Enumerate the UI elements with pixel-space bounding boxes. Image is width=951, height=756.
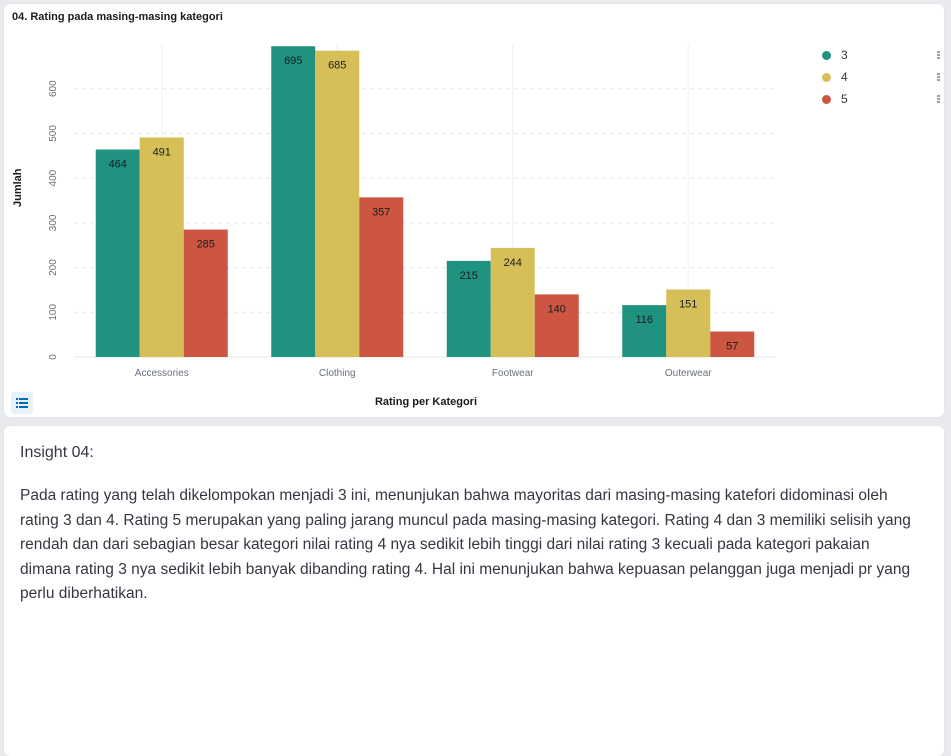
chart-panel: 04. Rating pada masing-masing kategori 0… [4,4,944,417]
x-axis-title: Rating per Kategori [374,396,478,408]
more-vertical-icon[interactable] [936,95,940,103]
bar-footwear-3 [446,260,491,357]
bar-value-label: 464 [109,159,127,171]
x-tick-label: Footwear [492,368,534,379]
y-tick-label: 600 [48,80,59,97]
bar-accessories-5 [183,229,228,357]
bar-value-label: 116 [635,314,653,326]
y-tick-label: 100 [48,304,59,321]
insight-panel: Insight 04: Pada rating yang telah dikel… [4,426,944,756]
bar-outerwear-3 [622,305,667,357]
list-icon [16,398,28,408]
bar-value-label: 244 [504,257,522,269]
bar-value-label: 57 [726,341,738,353]
y-axis-title: Jumlah [12,168,24,207]
y-tick-label: 200 [48,259,59,276]
legend-toggle-button[interactable] [11,392,33,414]
legend-item-3[interactable]: 3 [822,44,940,66]
bar-chart: 0 100 200 300 400 500 600 464 491 285 Accessories 6… [48,44,776,379]
legend-label: 3 [841,48,848,62]
bar-value-label: 215 [460,270,478,282]
more-vertical-icon[interactable] [936,73,940,81]
bar-value-label: 357 [372,206,390,218]
insight-heading: Insight 04: [20,444,94,461]
bar-value-label: 695 [284,55,302,67]
bar-value-label: 685 [328,60,346,72]
bar-outerwear-4 [666,289,711,357]
bar-clothing-3 [271,46,316,357]
chart-legend: 3 4 5 [822,44,940,110]
legend-item-5[interactable]: 5 [822,88,940,110]
bar-accessories-3 [95,149,140,357]
bar-accessories-4 [139,137,184,357]
y-tick-label: 400 [48,169,59,186]
legend-item-4[interactable]: 4 [822,66,940,88]
bar-footwear-5 [534,294,579,357]
bar-value-label: 285 [197,239,215,251]
bar-footwear-4 [490,247,535,357]
bar-value-label: 140 [548,303,566,315]
legend-label: 5 [841,92,848,106]
legend-swatch [822,50,831,60]
x-tick-label: Clothing [319,368,356,379]
bar-value-label: 151 [679,298,697,310]
y-tick-label: 300 [48,214,59,231]
bar-outerwear-5 [710,331,755,357]
more-vertical-icon[interactable] [936,51,940,59]
legend-label: 4 [841,70,848,84]
panel-title: 04. Rating pada masing-masing kategori [12,11,223,23]
x-tick-label: Outerwear [665,368,712,379]
legend-swatch [822,72,831,82]
y-tick-label: 0 [48,354,59,360]
bar-value-label: 491 [153,146,171,158]
y-tick-label: 500 [48,125,59,142]
bar-clothing-5 [359,197,404,357]
x-tick-label: Accessories [135,368,189,379]
bar-clothing-4 [315,50,360,357]
legend-swatch [822,94,831,104]
insight-body: Pada rating yang telah dikelompokan menj… [20,487,911,602]
